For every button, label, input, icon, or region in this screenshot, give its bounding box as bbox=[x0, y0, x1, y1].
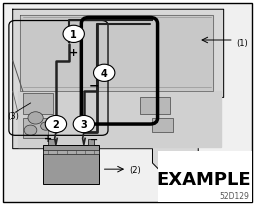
Text: (2): (2) bbox=[130, 165, 141, 174]
Bar bbox=[23, 94, 53, 114]
Text: +: + bbox=[44, 134, 52, 144]
Text: −: − bbox=[89, 79, 99, 92]
Text: 4: 4 bbox=[101, 69, 108, 78]
Circle shape bbox=[45, 116, 67, 133]
Bar bbox=[23, 118, 48, 139]
Text: 2: 2 bbox=[52, 120, 59, 129]
Text: −: − bbox=[90, 134, 98, 144]
Text: 3: 3 bbox=[80, 120, 87, 129]
Polygon shape bbox=[20, 16, 213, 92]
Circle shape bbox=[28, 112, 43, 124]
Text: 52D129: 52D129 bbox=[219, 191, 249, 200]
Bar bbox=[43, 151, 99, 155]
Bar bbox=[43, 145, 99, 184]
Bar bbox=[140, 98, 170, 114]
Polygon shape bbox=[13, 10, 224, 184]
Bar bbox=[152, 118, 173, 133]
Bar bbox=[158, 151, 252, 202]
Bar bbox=[88, 140, 94, 145]
Bar bbox=[48, 140, 55, 145]
Circle shape bbox=[41, 122, 51, 131]
Circle shape bbox=[93, 65, 115, 82]
Circle shape bbox=[63, 26, 84, 43]
Text: (3): (3) bbox=[8, 112, 20, 121]
Polygon shape bbox=[18, 92, 221, 147]
Circle shape bbox=[73, 116, 94, 133]
Text: (1): (1) bbox=[236, 38, 248, 47]
Text: 1: 1 bbox=[70, 30, 77, 40]
Circle shape bbox=[24, 125, 37, 136]
Text: EXAMPLE: EXAMPLE bbox=[156, 171, 251, 188]
Text: +: + bbox=[69, 48, 78, 58]
